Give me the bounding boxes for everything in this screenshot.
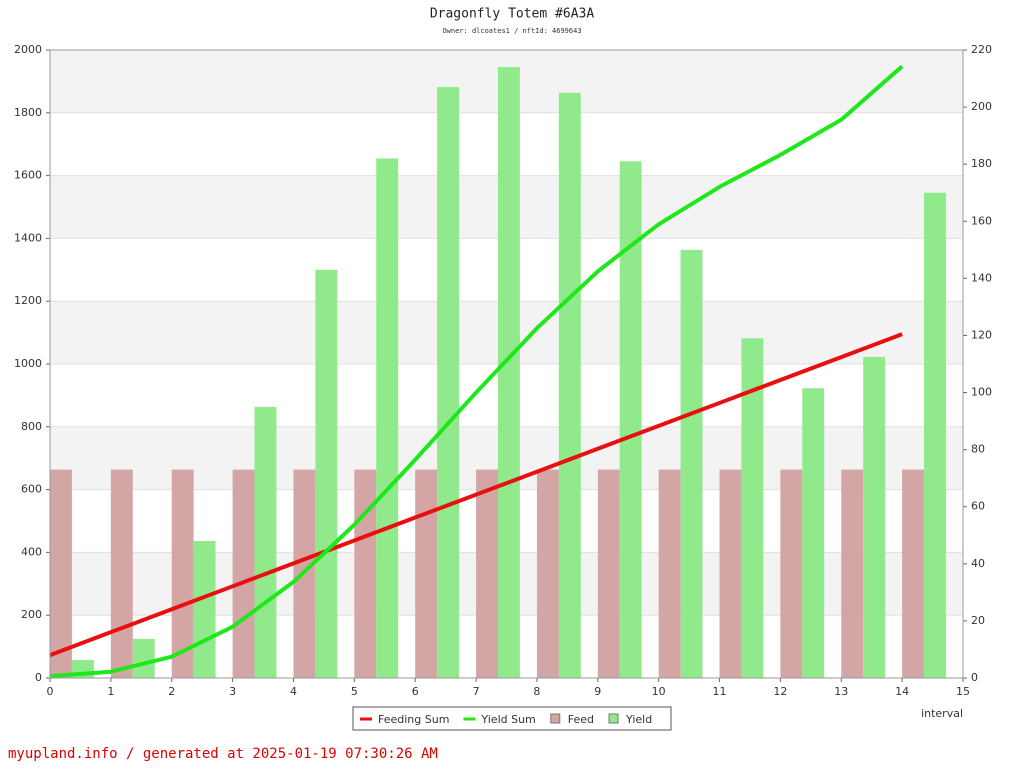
legend-label: Feeding Sum — [378, 713, 449, 726]
y2-tick-label: 120 — [971, 328, 992, 341]
x-tick-label: 9 — [594, 685, 601, 698]
x-tick-label: 13 — [834, 685, 848, 698]
legend-label: Feed — [568, 713, 594, 726]
legend-swatch — [550, 713, 561, 724]
x-axis-label: interval — [921, 707, 963, 720]
x-tick-label: 11 — [713, 685, 727, 698]
bar — [110, 469, 133, 678]
plot-border — [49, 49, 964, 679]
legend: Feeding Sum Yield Sum Feed Yield — [352, 706, 672, 731]
bar — [497, 67, 520, 679]
bar — [719, 469, 742, 678]
bar — [680, 249, 703, 678]
x-tick-label: 8 — [533, 685, 540, 698]
y-tick-label: 200 — [21, 608, 42, 621]
x-tick-label: 2 — [168, 685, 175, 698]
x-tick-label: 15 — [956, 685, 970, 698]
bar — [841, 469, 864, 678]
x-tick-label: 10 — [652, 685, 666, 698]
y2-tick-label: 20 — [971, 614, 985, 627]
y2-tick-label: 100 — [971, 386, 992, 399]
bar — [741, 338, 764, 678]
y2-tick-label: 220 — [971, 43, 992, 56]
y-tick-label: 1800 — [14, 106, 42, 119]
bar — [132, 638, 155, 678]
y2-tick-label: 40 — [971, 557, 985, 570]
y2-tick-label: 60 — [971, 500, 985, 513]
bar — [558, 92, 581, 679]
bar — [802, 388, 825, 678]
y2-tick-label: 180 — [971, 157, 992, 170]
x-tick-label: 6 — [412, 685, 419, 698]
y2-tick-label: 160 — [971, 214, 992, 227]
chart-title: Dragonfly Totem #6A3A — [430, 7, 595, 22]
x-tick-label: 14 — [895, 685, 909, 698]
bar — [476, 469, 498, 678]
bar — [315, 269, 338, 678]
bar — [232, 469, 255, 678]
line — [49, 332, 903, 657]
y-tick-label: 0 — [35, 671, 42, 684]
bar — [924, 192, 946, 678]
y-tick-label: 800 — [21, 420, 42, 433]
bar — [863, 356, 886, 678]
bar — [619, 161, 642, 678]
x-tick-label: 4 — [290, 685, 297, 698]
bar — [597, 469, 620, 678]
bar — [171, 469, 194, 678]
bar — [902, 469, 925, 678]
bar — [254, 406, 277, 678]
chart-subtitle: Owner: dlcoates1 / nftId: 4699643 — [442, 27, 581, 35]
bar — [376, 158, 399, 679]
y2-tick-label: 140 — [971, 271, 992, 284]
bar — [658, 469, 681, 678]
y-tick-label: 600 — [21, 483, 42, 496]
bar — [437, 87, 460, 679]
legend-label: Yield Sum — [480, 713, 535, 726]
footer: myupland.info / generated at 2025-01-19 … — [8, 746, 438, 762]
bar — [354, 469, 377, 678]
legend-swatch — [608, 713, 619, 724]
y-tick-label: 1200 — [14, 294, 42, 307]
legend-box — [352, 706, 672, 731]
y-tick-label: 1600 — [14, 169, 42, 182]
bar — [780, 469, 803, 678]
x-tick-label: 3 — [229, 685, 236, 698]
bar — [536, 469, 559, 678]
x-tick-label: 1 — [107, 685, 114, 698]
legend-label: Yield — [625, 713, 652, 726]
bar — [415, 469, 438, 678]
y2-tick-label: 0 — [971, 671, 978, 684]
x-tick-label: 0 — [47, 685, 54, 698]
y-tick-label: 2000 — [14, 43, 42, 56]
x-tick-label: 5 — [351, 685, 358, 698]
y2-tick-label: 200 — [971, 100, 992, 113]
x-tick-label: 12 — [773, 685, 787, 698]
line — [49, 64, 904, 679]
y-tick-label: 1400 — [14, 231, 42, 244]
y2-tick-label: 80 — [971, 443, 985, 456]
y-tick-label: 400 — [21, 545, 42, 558]
bar — [193, 540, 216, 678]
y-tick-label: 1000 — [14, 357, 42, 370]
bar — [50, 469, 72, 678]
x-tick-label: 7 — [473, 685, 480, 698]
